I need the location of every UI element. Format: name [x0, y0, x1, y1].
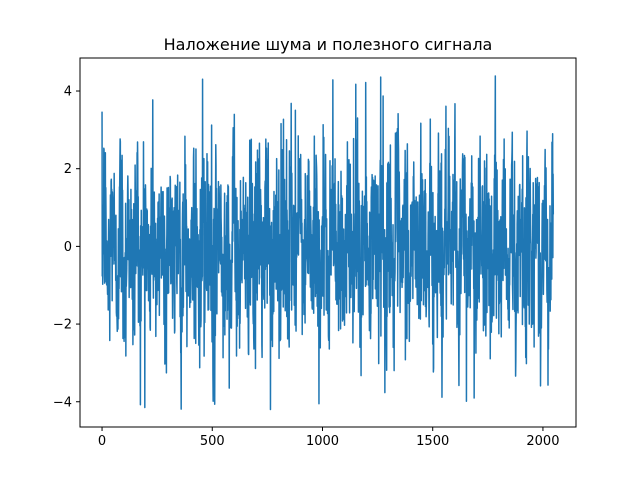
chart-title: Наложение шума и полезного сигнала: [164, 35, 493, 54]
series-line: [101, 75, 555, 411]
x-tick-label: 500: [200, 434, 225, 449]
plot-area: [101, 75, 555, 411]
y-tick-label: −4: [53, 395, 72, 410]
y-tick-label: −2: [53, 318, 72, 333]
x-tick-label: 1000: [306, 434, 339, 449]
y-tick-label: 2: [64, 162, 72, 177]
x-axis: 0 500 1000 1500 2000: [98, 427, 559, 449]
y-tick-label: 0: [64, 240, 72, 255]
x-tick-label: 1500: [416, 434, 449, 449]
x-tick-label: 2000: [526, 434, 559, 449]
y-axis: −4 −2 0 2 4: [53, 85, 80, 410]
y-tick-label: 4: [64, 85, 72, 100]
axes-frame: [79, 57, 577, 428]
x-tick-label: 0: [98, 434, 106, 449]
